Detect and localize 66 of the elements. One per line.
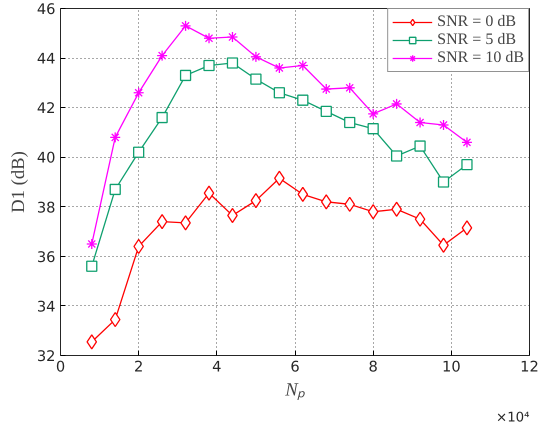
point <box>320 83 332 95</box>
point <box>390 150 402 162</box>
point <box>203 32 215 44</box>
point <box>368 204 378 220</box>
point <box>156 214 168 230</box>
point <box>110 184 121 196</box>
point <box>438 176 450 188</box>
y-tick-label: 32 <box>36 348 56 365</box>
point <box>204 186 214 201</box>
x-tick-label: 10 <box>442 358 461 376</box>
point <box>344 116 356 128</box>
point <box>390 98 402 110</box>
y-tick-label: 44 <box>36 50 56 68</box>
point <box>320 194 332 210</box>
point <box>86 238 98 250</box>
point <box>320 106 332 118</box>
point <box>414 140 426 152</box>
point <box>250 51 262 62</box>
point <box>368 108 379 120</box>
x-tick-label: 12 <box>520 358 539 376</box>
text: ×10⁴ <box>496 410 530 426</box>
x-tick-label: 2 <box>134 358 144 376</box>
y-tick-label: 34 <box>36 298 56 316</box>
point <box>461 136 473 148</box>
legend-label: SNR = 0 dB <box>437 13 516 31</box>
y-tick-label: 38 <box>36 199 56 216</box>
x-tick-label: 0 <box>56 358 66 376</box>
point <box>250 73 262 85</box>
point <box>133 146 144 158</box>
legend-label: SNR = 5 dB <box>437 31 516 49</box>
point <box>414 212 426 227</box>
point <box>297 94 308 106</box>
point <box>391 202 402 217</box>
y-tick-label: 40 <box>36 150 56 167</box>
point <box>180 70 192 82</box>
point <box>226 31 238 43</box>
point <box>414 116 426 128</box>
point <box>274 62 286 74</box>
point <box>133 87 144 98</box>
y-tick-label: 42 <box>36 100 56 118</box>
y-tick-label: 36 <box>36 248 56 266</box>
y-tick-label: 46 <box>36 1 56 18</box>
point <box>344 196 356 212</box>
point <box>86 260 98 272</box>
point <box>297 60 308 72</box>
point <box>438 119 450 131</box>
point <box>156 112 168 124</box>
point <box>344 82 356 94</box>
point <box>86 334 98 350</box>
legend-label: SNR = 10 dB <box>437 49 524 67</box>
point <box>461 159 473 170</box>
point <box>203 60 215 72</box>
point <box>368 123 379 134</box>
point <box>110 312 121 328</box>
point <box>226 57 238 69</box>
x-tick-label: 4 <box>212 358 222 376</box>
point <box>110 132 121 144</box>
point <box>274 170 285 186</box>
point <box>438 238 449 253</box>
y-axis-title: D1 (dB) <box>8 151 29 213</box>
point <box>274 87 286 98</box>
point <box>180 20 192 32</box>
x-axis-title: Nₚ <box>284 380 306 400</box>
x-tick-label: 8 <box>368 358 378 376</box>
x-tick-label: 6 <box>290 358 300 376</box>
point <box>156 50 168 62</box>
